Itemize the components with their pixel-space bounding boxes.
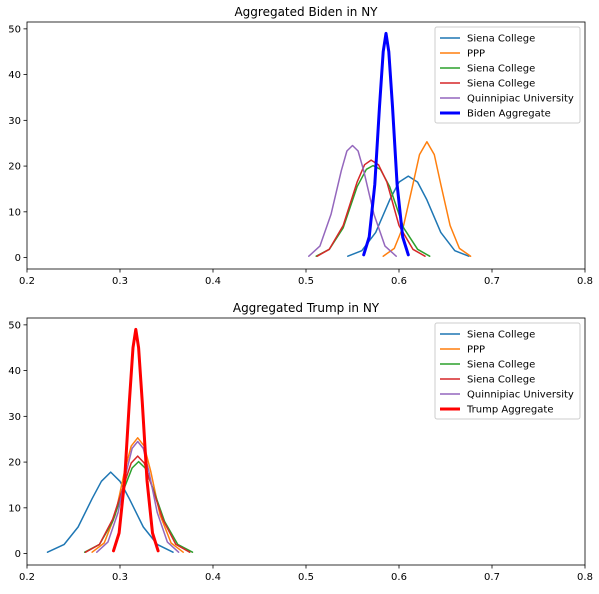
y-tick-label: 0: [15, 253, 21, 264]
legend-label: Siena College: [467, 34, 535, 45]
x-tick-label: 0.7: [484, 572, 500, 583]
x-tick-label: 0.2: [19, 276, 35, 287]
y-tick-label: 40: [8, 70, 21, 81]
y-tick-label: 0: [15, 549, 21, 560]
y-tick-label: 30: [8, 116, 21, 127]
legend-label: Siena College: [467, 79, 535, 90]
y-tick-label: 30: [8, 412, 21, 423]
legend-label: PPP: [467, 49, 485, 60]
series-line: [362, 31, 410, 257]
x-tick-label: 0.5: [298, 572, 314, 583]
y-tick-label: 20: [8, 162, 21, 173]
series-line: [112, 327, 160, 553]
chart-title: Aggregated Trump in NY: [233, 301, 380, 315]
legend-label: Quinnipiac University: [467, 390, 574, 401]
x-tick-label: 0.6: [391, 276, 407, 287]
x-tick-label: 0.5: [298, 276, 314, 287]
x-tick-label: 0.7: [484, 276, 500, 287]
legend-label: Siena College: [467, 64, 535, 75]
series-line: [91, 437, 184, 553]
y-tick-label: 50: [8, 320, 21, 331]
legend-label: Siena College: [467, 375, 535, 386]
x-tick-label: 0.8: [577, 572, 593, 583]
y-tick-label: 10: [8, 503, 21, 514]
x-tick-label: 0.3: [112, 276, 128, 287]
x-tick-label: 0.8: [577, 276, 593, 287]
series-line: [83, 460, 194, 553]
x-tick-label: 0.6: [391, 572, 407, 583]
legend-label: Biden Aggregate: [467, 109, 551, 120]
series-line: [308, 144, 397, 257]
y-tick-label: 50: [8, 24, 21, 35]
y-tick-label: 10: [8, 207, 21, 218]
legend-label: Quinnipiac University: [467, 94, 574, 105]
legend-label: Siena College: [467, 360, 535, 371]
series-line: [315, 164, 431, 257]
legend-label: Trump Aggregate: [466, 405, 553, 416]
series-line: [46, 471, 174, 553]
y-tick-label: 20: [8, 458, 21, 469]
legend-box: [434, 322, 581, 420]
series-line: [382, 141, 472, 257]
biden-chart-panel: Aggregated Biden in NY 0.2 0.3 0.4 0.5 0.6 0.7…: [8, 5, 593, 287]
y-tick-label: 40: [8, 366, 21, 377]
x-tick-label: 0.3: [112, 572, 128, 583]
x-tick-label: 0.2: [19, 572, 35, 583]
trump-chart-panel: Aggregated Trump in NY 0.2 0.3 0.4 0.5 0.6 0.7…: [8, 301, 593, 583]
legend-label: Siena College: [467, 330, 535, 341]
chart-title: Aggregated Biden in NY: [234, 5, 378, 19]
x-tick-label: 0.4: [205, 276, 221, 287]
series-line: [96, 440, 180, 553]
series-line: [84, 455, 191, 553]
series-line: [347, 175, 470, 257]
legend-label: PPP: [467, 345, 485, 356]
x-tick-label: 0.4: [205, 572, 221, 583]
legend-box: [434, 26, 581, 124]
